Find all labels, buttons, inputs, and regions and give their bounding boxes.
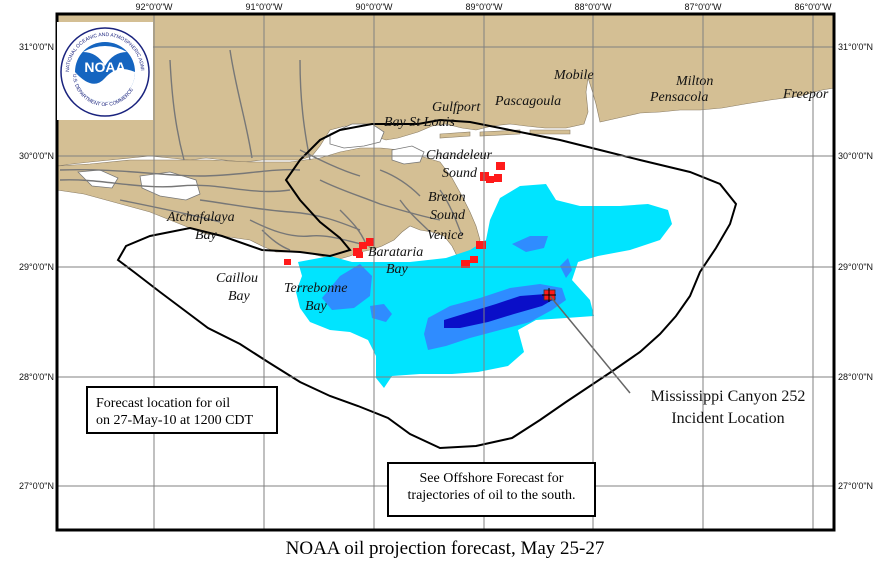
barrier-islands — [439, 129, 571, 139]
lake-borgne — [391, 145, 425, 165]
lat-label: 30°0'0"N — [838, 151, 873, 161]
place-caillou-bay: Bay — [228, 289, 251, 304]
forecast-location-box: Forecast location for oil on 27-May-10 a… — [86, 386, 278, 434]
latitude-labels-left: 31°0'0"N 30°0'0"N 29°0'0"N 28°0'0"N 27°0… — [19, 42, 54, 491]
map-caption: NOAA oil projection forecast, May 25-27 — [285, 538, 605, 559]
lat-label: 30°0'0"N — [19, 151, 54, 161]
forecast-box-line: on 27-May-10 at 1200 CDT — [96, 413, 254, 428]
logo-wordmark: NOAA — [84, 59, 125, 75]
place-barataria-bay: Bay — [386, 262, 409, 277]
place-atchafalaya-bay: Atchafalaya — [166, 210, 235, 225]
graticule — [57, 14, 834, 530]
place-gulfport: Gulfport — [432, 100, 481, 115]
place-atchafalaya-bay: Bay — [195, 228, 218, 243]
incident-label: Incident Location — [671, 410, 784, 427]
noaa-logo: NOAA NATIONAL OCEANIC AND ATMOSPHERIC AD… — [55, 18, 153, 120]
latitude-labels-right: 31°0'0"N 30°0'0"N 29°0'0"N 28°0'0"N 27°0… — [838, 42, 873, 491]
marsh-channel-network — [59, 49, 463, 251]
place-milton: Milton — [675, 74, 713, 89]
place-terrebonne-bay: Terrebonne — [284, 281, 348, 296]
oil-medium-patch-small — [370, 304, 392, 322]
place-venice: Venice — [427, 228, 464, 243]
lon-label: 86°0'0"W — [794, 2, 832, 12]
longitude-labels: 92°0'0"W 91°0'0"W 90°0'0"W 89°0'0"W 88°0… — [135, 2, 832, 12]
place-mobile: Mobile — [553, 68, 594, 83]
lon-label: 92°0'0"W — [135, 2, 173, 12]
place-breton-sound: Sound — [430, 208, 466, 223]
lat-label: 31°0'0"N — [838, 42, 873, 52]
offshore-box-line: See Offshore Forecast for — [419, 471, 564, 486]
lat-label: 28°0'0"N — [838, 372, 873, 382]
lat-label: 28°0'0"N — [19, 372, 54, 382]
oil-heavy-area — [444, 294, 556, 328]
place-terrebonne-bay: Bay — [305, 299, 328, 314]
incident-label: Mississippi Canyon 252 — [651, 388, 806, 405]
offshore-box-line: trajectories of oil to the south. — [407, 488, 576, 503]
place-chandeleur-sound: Sound — [442, 166, 478, 181]
forecast-outline — [116, 118, 738, 450]
oil-medium-patch-west — [322, 264, 372, 310]
lat-label: 27°0'0"N — [19, 481, 54, 491]
place-chandeleur-sound: Chandeleur — [426, 148, 493, 163]
map-frame — [55, 12, 836, 532]
lat-label: 29°0'0"N — [19, 262, 54, 272]
oil-medium-patch-north — [512, 236, 548, 252]
place-pascagoula: Pascagoula — [494, 94, 561, 109]
place-pensacola: Pensacola — [649, 90, 708, 105]
incident-marker — [542, 288, 556, 302]
lon-label: 90°0'0"W — [355, 2, 393, 12]
forecast-box-line: Forecast location for oil — [96, 396, 231, 411]
oil-medium-patch-east — [560, 258, 572, 278]
coastline-land — [56, 13, 835, 167]
lon-label: 88°0'0"W — [574, 2, 612, 12]
place-barataria-bay: Barataria — [368, 245, 423, 260]
lon-label: 91°0'0"W — [245, 2, 283, 12]
place-caillou-bay: Caillou — [216, 271, 258, 286]
place-freeport: Freepor — [782, 87, 829, 102]
lon-label: 89°0'0"W — [465, 2, 503, 12]
lat-label: 29°0'0"N — [838, 262, 873, 272]
place-breton-sound: Breton — [428, 190, 466, 205]
place-bay-st-louis: Bay St Louis — [384, 115, 455, 130]
offshore-forecast-box: See Offshore Forecast for trajectories o… — [387, 462, 596, 517]
place-labels: Mobile Milton Pensacola Freepor Gulfport… — [166, 68, 829, 314]
lon-label: 87°0'0"W — [684, 2, 722, 12]
lat-label: 31°0'0"N — [19, 42, 54, 52]
lat-label: 27°0'0"N — [838, 481, 873, 491]
